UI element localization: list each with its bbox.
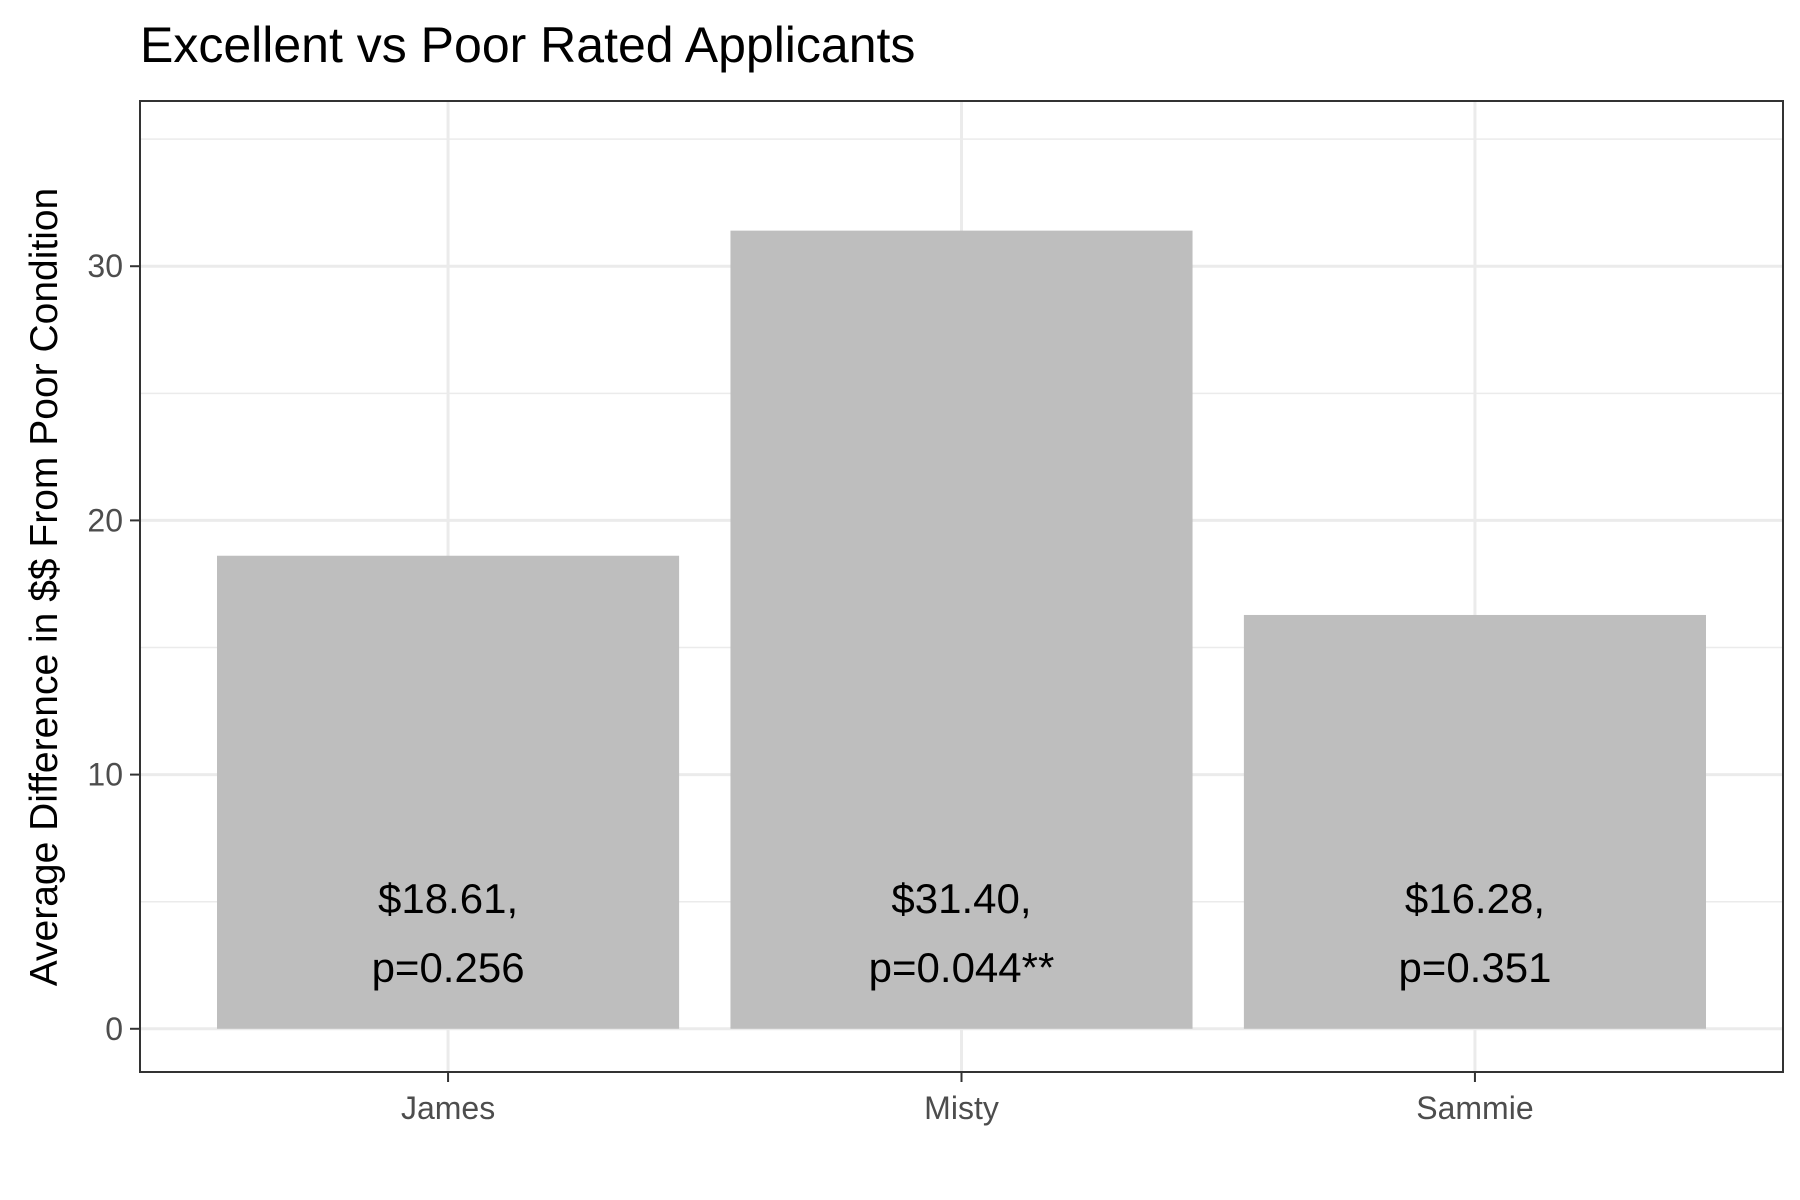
y-tick-label: 30 — [87, 248, 123, 284]
y-tick-label: 20 — [87, 502, 123, 538]
y-axis: 0 10 20 30 — [87, 248, 140, 1047]
x-tick-label: James — [401, 1090, 495, 1126]
chart-title: Excellent vs Poor Rated Applicants — [140, 17, 915, 73]
bar-sammie — [1243, 614, 1706, 1029]
bar-label-misty-value: $31.40, — [891, 875, 1031, 922]
bar-misty — [730, 230, 1193, 1029]
bar-label-james-value: $18.61, — [378, 875, 518, 922]
y-tick-label: 10 — [87, 757, 123, 793]
bar-label-sammie-value: $16.28, — [1405, 875, 1545, 922]
y-tick-label: 0 — [105, 1011, 123, 1047]
x-tick-label: Sammie — [1416, 1090, 1533, 1126]
bar-label-misty-pvalue: p=0.044** — [869, 944, 1055, 991]
y-axis-label: Average Difference in $$ From Poor Condi… — [23, 188, 66, 987]
x-axis: James Misty Sammie — [401, 1072, 1534, 1126]
bar-james — [217, 555, 680, 1029]
x-tick-label: Misty — [924, 1090, 999, 1126]
bar-labels: $18.61, p=0.256 $31.40, p=0.044** $16.28, p=0… — [372, 875, 1552, 991]
bar-label-sammie-pvalue: p=0.351 — [1398, 944, 1551, 991]
bar-label-james-pvalue: p=0.256 — [372, 944, 525, 991]
bars — [217, 230, 1706, 1029]
